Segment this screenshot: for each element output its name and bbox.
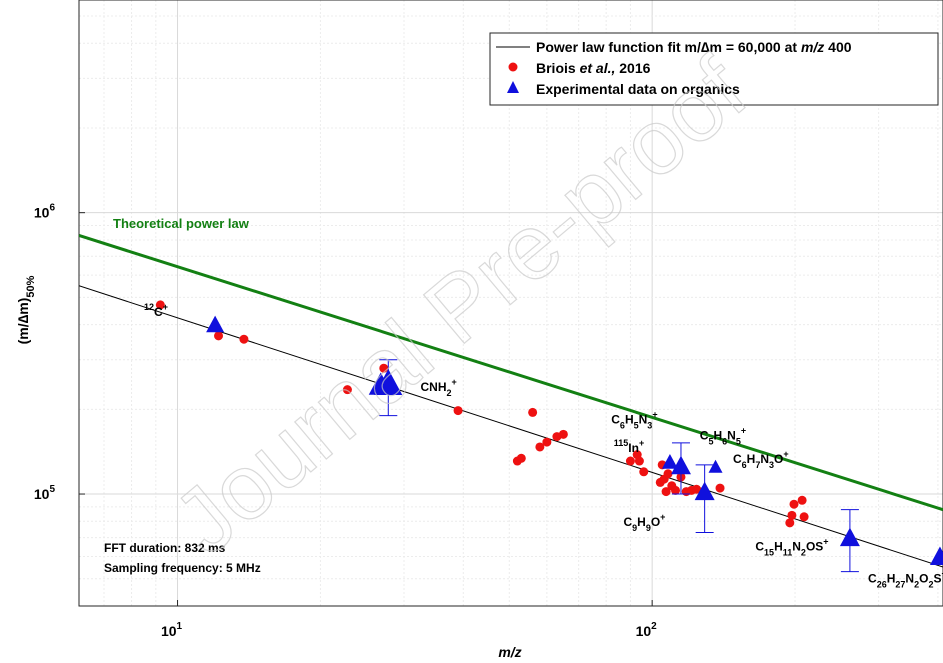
x-axis-label: m/z: [498, 644, 521, 660]
briois-data-point: [535, 442, 545, 452]
species-label: C9H9O+: [623, 512, 665, 533]
organics-data-point: [694, 481, 715, 501]
briois-data-point: [379, 363, 389, 373]
theoretical-power-law-line: [79, 234, 943, 512]
briois-data-point: [797, 495, 807, 505]
organics-data-point: [708, 459, 723, 473]
y-tick-label: 106: [34, 203, 56, 221]
chart-annotations: 12C+ CNH2+ C6H5N3+ C5H6N5+ 115In+ C6H7N3O+ C9H…: [144, 302, 943, 590]
x-tick-label: 102: [636, 621, 658, 639]
organics-data-point: [661, 453, 678, 469]
species-label: C6H7N3O+: [733, 449, 789, 470]
species-label: C5H6N5+: [700, 426, 746, 447]
briois-data-point: [516, 453, 526, 463]
briois-data-point: [661, 487, 671, 497]
briois-data-point: [799, 512, 809, 522]
briois-data-point: [663, 469, 673, 479]
organics-data-point: [374, 369, 403, 395]
briois-data-point: [634, 456, 644, 466]
briois-data-point: [558, 429, 568, 439]
species-label: 115In+: [614, 438, 644, 455]
species-label: C6H5N3+: [611, 410, 657, 431]
theoretical-power-law-label: Theoretical power law: [113, 216, 250, 231]
chart-ticks: 101 102 105 106: [34, 203, 657, 639]
legend-triangle-marker: [507, 81, 519, 93]
species-label: C15H11N2OS+: [755, 536, 828, 557]
briois-data-point: [715, 483, 725, 493]
info-text-line: FFT duration: 832 ms: [104, 541, 226, 555]
briois-data-point: [528, 407, 538, 417]
briois-data-point: [342, 385, 352, 395]
info-text-line: Sampling frequency: 5 MHz: [104, 561, 261, 575]
species-label: C26H27N2O2S+: [868, 568, 943, 589]
chart-legend: Power law function fit m/∆m = 60,000 at …: [489, 32, 939, 106]
briois-data-point: [239, 334, 249, 344]
power-law-fit-line: [79, 285, 943, 568]
briois-data-point: [787, 510, 797, 520]
chart-info-text: FFT duration: 832 ms Sampling frequency: …: [104, 541, 261, 575]
briois-data-point: [542, 437, 552, 447]
briois-data-point: [671, 485, 681, 495]
legend-entry-label: Power law function fit m/∆m = 60,000 at …: [536, 39, 852, 55]
organics-data-point: [206, 315, 225, 333]
legend-entry-label: Briois et al., 2016: [536, 60, 651, 76]
briois-data-point: [785, 518, 795, 528]
organics-data-point: [929, 546, 943, 565]
chart-lines: Theoretical power law: [79, 216, 943, 568]
chart-points: [155, 300, 943, 573]
briois-data-point: [789, 499, 799, 509]
briois-data-point: [625, 456, 635, 466]
y-axis-label: (m/∆m)50%: [15, 275, 37, 344]
plot-area-frame: [78, 0, 943, 607]
briois-data-point: [214, 331, 224, 341]
briois-data-point: [639, 467, 649, 477]
x-tick-label: 101: [161, 621, 183, 639]
species-label: 12C+: [144, 302, 168, 319]
organics-data-point: [670, 455, 691, 475]
briois-data-point: [155, 300, 165, 310]
briois-data-point: [453, 406, 463, 416]
legend-entry-label: Experimental data on organics: [536, 81, 740, 97]
organics-data-point: [839, 527, 860, 547]
legend-circle-marker: [508, 62, 518, 72]
legend-box: [489, 32, 939, 106]
y-tick-label: 105: [34, 484, 56, 502]
species-label: CNH2+: [420, 377, 456, 398]
